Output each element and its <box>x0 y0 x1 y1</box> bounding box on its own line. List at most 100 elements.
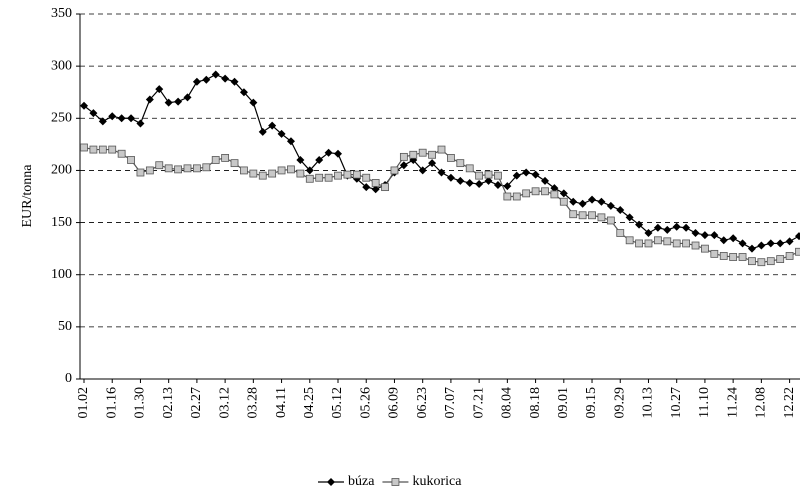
y-axis-title: EUR/tonna <box>20 164 35 228</box>
x-tick-label: 11.10 <box>697 387 712 418</box>
data-point <box>155 85 164 94</box>
data-point <box>606 216 615 225</box>
data-point <box>691 229 700 237</box>
data-point <box>324 173 333 182</box>
data-point <box>268 169 277 178</box>
y-tick-label: 200 <box>51 163 72 178</box>
x-tick-label: 10.13 <box>641 387 656 419</box>
data-point <box>512 171 521 180</box>
data-point <box>258 127 267 136</box>
data-point <box>183 93 192 102</box>
data-point <box>653 236 662 245</box>
x-tick-label: 07.07 <box>443 387 458 419</box>
y-tick-label: 50 <box>58 319 72 334</box>
data-point <box>597 213 606 222</box>
data-point <box>625 236 634 245</box>
data-point <box>381 183 389 192</box>
data-point <box>80 101 88 110</box>
data-point <box>578 199 587 208</box>
data-point <box>258 171 267 180</box>
data-point <box>409 150 418 159</box>
data-point <box>418 166 427 175</box>
data-point <box>531 187 540 196</box>
data-point <box>578 211 587 220</box>
data-point <box>334 171 342 180</box>
data-point <box>700 231 709 240</box>
x-tick-label: 05.12 <box>330 387 345 419</box>
x-tick-label: 05.26 <box>358 387 373 419</box>
data-point <box>108 112 117 121</box>
data-point <box>710 249 719 258</box>
data-point <box>211 156 220 164</box>
data-point <box>447 154 455 162</box>
data-point <box>305 174 314 183</box>
data-point <box>512 192 521 201</box>
data-point <box>606 201 615 210</box>
data-point <box>503 182 512 191</box>
data-point <box>559 197 568 206</box>
data-point <box>522 189 531 198</box>
y-tick-label: 350 <box>51 6 72 21</box>
x-tick-label: 07.21 <box>471 387 486 419</box>
data-point <box>644 229 653 237</box>
x-tick-label: 01.30 <box>133 387 148 419</box>
x-tick-label: 11.24 <box>725 387 740 418</box>
data-point <box>287 165 295 174</box>
x-tick-label: 12.08 <box>754 387 769 419</box>
data-point <box>202 163 211 172</box>
data-point <box>729 234 738 243</box>
data-point <box>127 156 135 164</box>
legend-marker <box>391 478 400 486</box>
data-point <box>315 156 324 164</box>
x-tick-label: 02.13 <box>161 387 176 419</box>
x-tick-label: 01.16 <box>104 387 119 419</box>
data-point <box>127 114 136 123</box>
x-tick-label: 09.15 <box>584 387 599 419</box>
data-point <box>324 148 333 157</box>
data-point <box>588 211 596 220</box>
data-point <box>465 178 474 187</box>
data-point <box>155 161 164 170</box>
data-point <box>625 213 634 222</box>
data-point <box>446 173 455 182</box>
x-tick-label: 03.12 <box>217 387 232 419</box>
legend-label: búza <box>348 474 375 489</box>
data-point <box>98 117 107 126</box>
y-tick-label: 150 <box>51 215 72 230</box>
data-point <box>174 165 182 174</box>
data-point <box>475 171 484 180</box>
data-point <box>164 98 173 107</box>
data-point <box>80 143 88 152</box>
data-point <box>192 164 201 173</box>
data-point <box>183 164 192 173</box>
data-point <box>239 88 248 97</box>
data-point <box>145 166 154 175</box>
legend-marker <box>327 478 335 486</box>
data-point <box>315 173 324 182</box>
data-point <box>89 145 98 154</box>
x-tick-label: 09.01 <box>556 387 571 419</box>
data-point <box>776 255 785 263</box>
x-tick-label: 10.27 <box>669 387 684 419</box>
data-point <box>145 95 154 104</box>
x-tick-label: 06.09 <box>387 387 402 419</box>
data-point <box>747 244 756 253</box>
data-point <box>418 148 427 157</box>
data-point <box>296 156 305 164</box>
data-point <box>757 241 766 250</box>
data-point <box>540 176 549 185</box>
data-point <box>362 173 371 182</box>
data-point <box>117 149 126 158</box>
data-point <box>766 239 775 248</box>
data-point <box>221 74 230 83</box>
x-tick-label: 01.02 <box>76 387 91 419</box>
x-tick-label: 06.23 <box>415 387 430 419</box>
data-point <box>663 225 672 234</box>
data-point <box>494 171 502 180</box>
x-tick-label: 04.25 <box>302 387 317 419</box>
data-point <box>522 168 531 177</box>
data-point <box>108 145 117 154</box>
data-point <box>465 164 474 173</box>
